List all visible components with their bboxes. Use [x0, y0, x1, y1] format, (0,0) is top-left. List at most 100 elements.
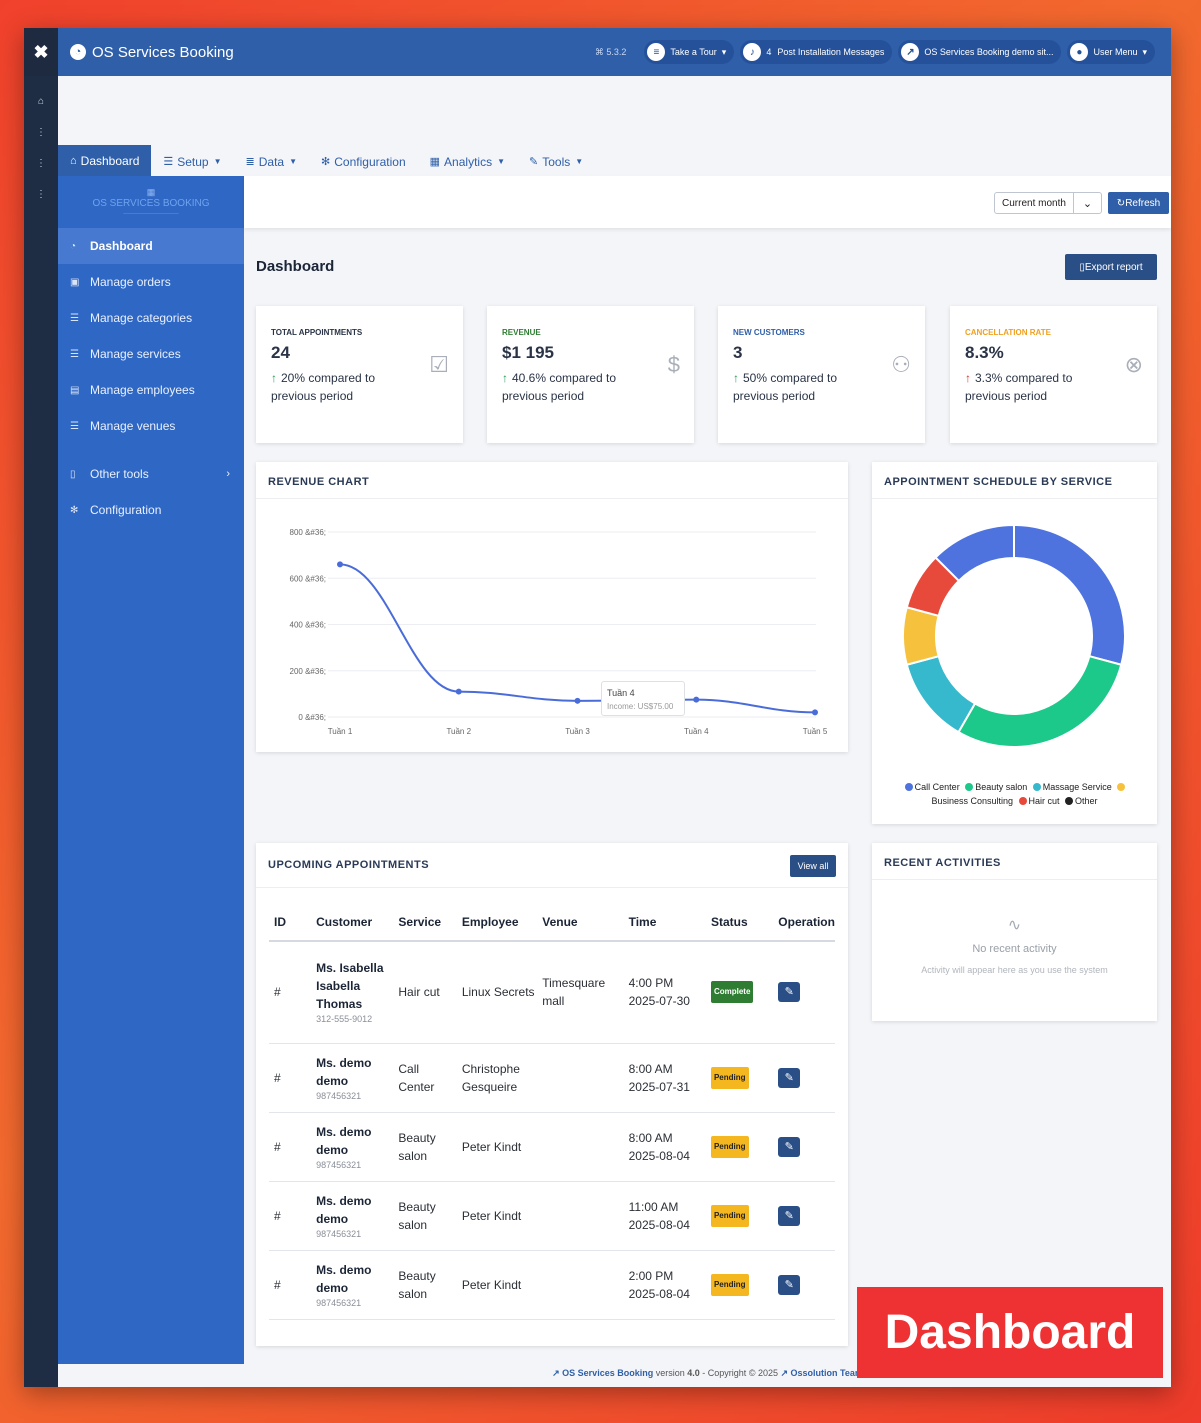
joomla-logo[interactable]: ✖: [24, 28, 58, 76]
donut-slice[interactable]: [934, 523, 1015, 583]
sidebar-item-manage-services[interactable]: ☰ Manage services: [70, 347, 181, 361]
service-cell: Beauty salon: [393, 1250, 457, 1320]
sidebar-item-configuration[interactable]: ✻ Configuration: [70, 503, 162, 517]
chevron-down-icon: ⌄: [1073, 193, 1101, 213]
legend-label[interactable]: Call Center: [914, 782, 960, 792]
edit-button[interactable]: ✎: [778, 1067, 801, 1088]
legend-swatch: [1032, 783, 1041, 791]
notification-count: 4: [766, 47, 772, 57]
table-row: # Ms. demo demo 987456321 Beauty salon Peter…: [269, 1112, 835, 1182]
tab-analytics[interactable]: ▦ Analytics ▼: [429, 154, 505, 169]
edit-button[interactable]: ✎: [778, 1274, 801, 1295]
refresh-button[interactable]: ↻ Refresh: [1108, 192, 1169, 214]
status-cell: Pending: [705, 1181, 774, 1251]
footer: ↗ OS Services Booking version 4.0 - Copy…: [552, 1368, 863, 1378]
legend-label[interactable]: Beauty salon: [975, 782, 1028, 792]
time-cell: 4:00 PM 2025-07-30: [623, 941, 706, 1044]
donut-slice[interactable]: [905, 654, 977, 734]
tab-dashboard[interactable]: ⌂ Dashboard: [58, 145, 152, 177]
post-installation-button[interactable]: ♪ 4 Post Installation Messages: [740, 40, 893, 64]
donut-slice[interactable]: [957, 654, 1123, 748]
sidebar-item-manage-employees[interactable]: ▤ Manage employees: [70, 383, 195, 397]
edit-button[interactable]: ✎: [778, 1205, 801, 1226]
status-cell: Pending: [705, 1112, 774, 1182]
legend-label[interactable]: Other: [1075, 796, 1098, 806]
data-point[interactable]: [812, 709, 818, 716]
period-select[interactable]: Current month ⌄: [994, 192, 1102, 214]
rail-icon[interactable]: ⋮: [36, 189, 46, 200]
arrow-up-icon: ↑: [733, 371, 739, 385]
donut-slice[interactable]: [1013, 523, 1126, 666]
heartbeat-icon: ∿: [1007, 917, 1022, 934]
employee-cell: Peter Kindt: [456, 1112, 538, 1182]
time-cell: 8:00 AM 2025-08-04: [623, 1112, 706, 1182]
column-header: Venue: [537, 903, 624, 942]
status-cell: Pending: [705, 1043, 774, 1113]
x-tick-label: Tuần 2: [446, 727, 471, 736]
brand-logo: ▦ OS SERVICES BOOKING ─────────────: [92, 187, 210, 217]
customer-cell: Ms. demo demo 987456321: [311, 1181, 394, 1251]
take-tour-button[interactable]: ≡ Take a Tour ▾: [644, 40, 735, 64]
chevron-right-icon: ›: [226, 468, 230, 480]
y-tick-label: 400 &#36;: [290, 621, 326, 630]
revenue-chart-card: REVENUE CHART 800 &#36; 600 &#36; 400 &#36…: [256, 462, 848, 752]
sidebar-item-manage-venues[interactable]: ☰ Manage venues: [70, 419, 176, 433]
calendar-logo-icon: ▦: [146, 187, 156, 197]
user-menu-button[interactable]: ● User Menu ▾: [1067, 40, 1155, 64]
revenue-series-line: [339, 563, 816, 714]
stat-value: 8.3%: [965, 343, 1004, 362]
donut-slice[interactable]: [902, 606, 940, 666]
legend-label[interactable]: Business Consulting: [931, 796, 1013, 806]
page-title: Dashboard: [256, 258, 335, 275]
chart-tooltip: Tuần 4 Income: US$75.00: [601, 681, 685, 716]
tab-data[interactable]: ≣ Data ▼: [245, 154, 298, 169]
customer-cell: Ms. demo demo 987456321: [311, 1112, 394, 1182]
rail-icon[interactable]: ⋮: [36, 127, 46, 138]
rail-icon[interactable]: ⌂: [37, 96, 45, 107]
tab-setup[interactable]: ☰ Setup ▼: [163, 154, 222, 169]
gear-icon: ✻: [70, 504, 79, 516]
donut-legend: Call Center Beauty salon Massage Service…: [884, 780, 1145, 808]
tab-tools[interactable]: ✎ Tools ▼: [529, 154, 584, 169]
status-badge: Pending: [710, 1273, 749, 1296]
gear-icon: ✻: [321, 156, 331, 168]
sidebar-item-manage-orders[interactable]: ▣ Manage orders: [70, 275, 171, 289]
stat-card-revenue: REVENUE $1 195 ↑ 40.6% compared to previo…: [487, 306, 694, 443]
column-header: Customer: [311, 903, 394, 942]
rail-icon[interactable]: ⋮: [36, 158, 46, 169]
sidebar-item-manage-categories[interactable]: ☰ Manage categories: [70, 311, 193, 325]
edit-button[interactable]: ✎: [778, 1136, 801, 1157]
data-point[interactable]: [574, 697, 581, 704]
upcoming-appointments-card: UPCOMING APPOINTMENTS View all ID Custome…: [256, 843, 848, 1346]
service-cell: Beauty salon: [393, 1112, 457, 1182]
table-row: # Ms. demo demo 987456321 Beauty salon Peter…: [269, 1181, 835, 1251]
signpost-icon: ≡: [647, 43, 666, 61]
schedule-by-service-card: APPOINTMENT SCHEDULE BY SERVICE Call Cen…: [872, 462, 1157, 824]
sidebar-item-dashboard[interactable]: ◔ Dashboard: [58, 228, 244, 264]
data-point[interactable]: [693, 696, 700, 703]
donut-chart-title: APPOINTMENT SCHEDULE BY SERVICE: [884, 476, 1113, 488]
edit-button[interactable]: ✎: [778, 982, 801, 1003]
sidebar-item-other-tools[interactable]: ▯ Other tools ›: [70, 467, 230, 481]
export-report-button[interactable]: ▯ Export report: [1065, 254, 1157, 280]
stat-card-cancellation-rate: CANCELLATION RATE 8.3% ↑ 3.3% compared to…: [950, 306, 1157, 443]
legend-swatch: [1065, 797, 1074, 805]
venue-cell: [537, 1181, 624, 1251]
y-tick-label: 800 &#36;: [290, 528, 326, 537]
data-point[interactable]: [455, 688, 462, 695]
team-link[interactable]: ↗ Ossolution Team: [780, 1368, 863, 1378]
tab-configuration[interactable]: ✻ Configuration: [321, 154, 406, 169]
employee-cell: Linux Secrets: [456, 941, 538, 1044]
activities-title: RECENT ACTIVITIES: [884, 857, 1001, 869]
appointments-table: ID Customer Service Employee Venue Time Status…: [269, 903, 835, 1320]
venue-cell: [537, 1112, 624, 1182]
site-link-button[interactable]: ↗ OS Services Booking demo sit...: [898, 40, 1062, 64]
data-point[interactable]: [337, 561, 343, 568]
legend-label[interactable]: Hair cut: [1028, 796, 1060, 806]
stat-card-total-appointments: TOTAL APPOINTMENTS 24 ↑ 20% compared to p…: [256, 306, 463, 443]
calendar-check-icon: ☑: [429, 352, 449, 377]
product-link[interactable]: ↗ OS Services Booking: [552, 1368, 654, 1378]
legend-label[interactable]: Massage Service: [1042, 782, 1112, 792]
caret-down-icon: ▼: [497, 157, 505, 166]
view-all-button[interactable]: View all: [790, 855, 836, 877]
